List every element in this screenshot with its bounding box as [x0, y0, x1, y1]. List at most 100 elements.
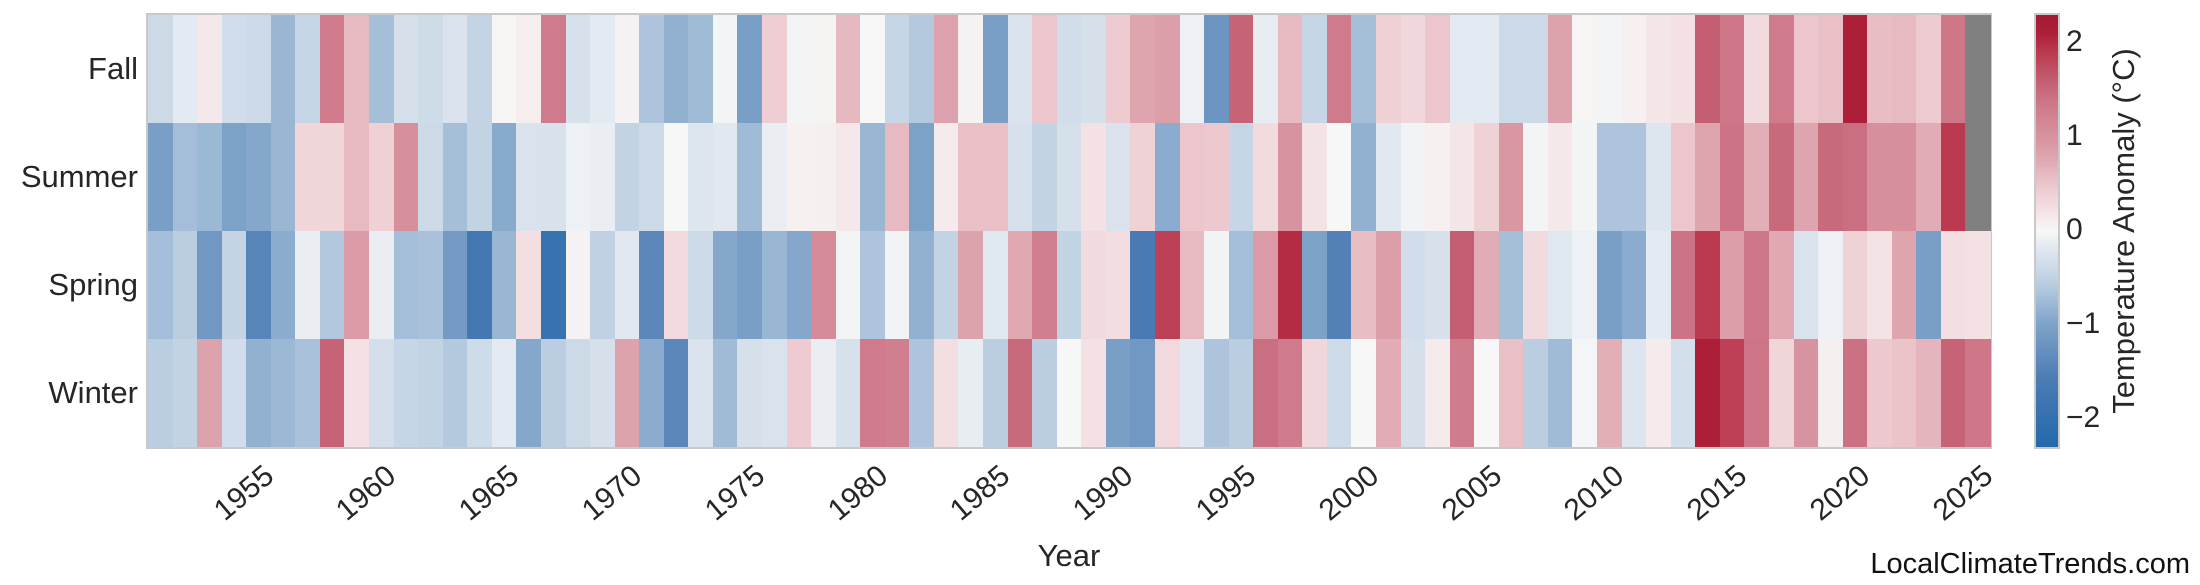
- heatmap-cell: [1498, 123, 1525, 231]
- heatmap-cell: [614, 123, 640, 231]
- heatmap-cell: [1572, 15, 1598, 123]
- heatmap-cell: [1474, 15, 1500, 123]
- heatmap-cell: [565, 339, 591, 447]
- heatmap-cell: [1449, 339, 1475, 447]
- heatmap-cell: [1597, 15, 1623, 123]
- x-tick-label: 1960: [330, 459, 403, 528]
- heatmap-cell: [1597, 123, 1623, 231]
- x-tick-label: 1965: [452, 459, 526, 528]
- x-tick-label: 2000: [1312, 459, 1385, 528]
- heatmap-cell: [344, 339, 370, 447]
- heatmap-cell: [369, 123, 395, 231]
- heatmap-cell: [639, 123, 665, 231]
- heatmap-cell: [467, 339, 493, 447]
- x-tick-label: 1955: [207, 459, 280, 528]
- heatmap-cell: [1916, 339, 1942, 447]
- heatmap-cell: [442, 123, 468, 231]
- heatmap-cell: [418, 15, 444, 123]
- heatmap-cell: [1007, 123, 1033, 231]
- heatmap-cell: [1081, 15, 1107, 123]
- heatmap-cell: [393, 339, 419, 447]
- heatmap-cell: [1621, 123, 1647, 231]
- colorbar-tick-label: −1: [2066, 306, 2101, 340]
- heatmap-cell: [1719, 339, 1746, 447]
- heatmap-cell: [369, 15, 395, 123]
- heatmap-cell: [1204, 15, 1230, 123]
- heatmap-cell: [663, 123, 689, 231]
- heatmap-cell: [1302, 15, 1328, 123]
- x-tick-label: 1990: [1066, 459, 1140, 528]
- heatmap-cell: [1253, 339, 1279, 447]
- heatmap-cell: [221, 231, 247, 339]
- heatmap-cell: [762, 123, 788, 231]
- heatmap-cell: [197, 123, 223, 231]
- heatmap-cell: [540, 339, 567, 447]
- heatmap-cell: [172, 123, 198, 231]
- heatmap-cell: [1376, 15, 1402, 123]
- heatmap-cell: [1719, 231, 1746, 339]
- heatmap-cell: [590, 123, 616, 231]
- heatmap-cell: [1449, 15, 1475, 123]
- heatmap-cell: [712, 15, 739, 123]
- heatmap-cell: [246, 123, 272, 231]
- heatmap-cell: [835, 123, 861, 231]
- heatmap-cell: [1105, 231, 1132, 339]
- heatmap-cell: [172, 15, 198, 123]
- heatmap-cell: [1572, 339, 1598, 447]
- colorbar: [2034, 13, 2060, 449]
- heatmap-cell: [1326, 123, 1353, 231]
- heatmap-cell: [565, 15, 591, 123]
- heatmap-cell: [1277, 123, 1303, 231]
- heatmap-cell: [614, 231, 640, 339]
- heatmap-cell: [1695, 123, 1721, 231]
- heatmap-cell: [344, 231, 370, 339]
- heatmap-cell: [614, 15, 640, 123]
- heatmap-cell: [1277, 15, 1303, 123]
- heatmap-cell: [565, 231, 591, 339]
- heatmap-cell: [1154, 339, 1181, 447]
- heatmap-cell: [1302, 339, 1328, 447]
- heatmap-cell: [1818, 123, 1844, 231]
- heatmap-cell: [1032, 15, 1058, 123]
- heatmap-cell: [1376, 231, 1402, 339]
- heatmap-cell: [1154, 123, 1181, 231]
- heatmap-cell: [1253, 231, 1279, 339]
- heatmap-cell: [1940, 15, 1967, 123]
- heatmap-cell: [909, 123, 935, 231]
- heatmap-cell: [197, 231, 223, 339]
- heatmap-cell: [1425, 123, 1451, 231]
- heatmap-cell: [1498, 339, 1525, 447]
- heatmap-cell: [418, 339, 444, 447]
- heatmap-cell: [933, 231, 960, 339]
- heatmap-cell: [1081, 231, 1107, 339]
- heatmap-cell: [1719, 15, 1746, 123]
- heatmap-cell: [1891, 123, 1917, 231]
- heatmap-cell: [860, 231, 886, 339]
- x-tick-label: 1995: [1189, 459, 1263, 528]
- heatmap-cell: [270, 15, 297, 123]
- row-label-winter: Winter: [48, 375, 138, 410]
- heatmap-cell: [1204, 231, 1230, 339]
- heatmap-cell: [1253, 15, 1279, 123]
- heatmap-cell: [1351, 231, 1377, 339]
- heatmap-cell: [712, 123, 739, 231]
- heatmap-cell: [1179, 339, 1205, 447]
- heatmap-cell: [221, 15, 247, 123]
- heatmap-cell: [1056, 339, 1082, 447]
- heatmap-cell: [1670, 339, 1696, 447]
- heatmap-cell: [1940, 339, 1967, 447]
- heatmap-cell: [1891, 15, 1917, 123]
- heatmap-cell: [1695, 339, 1721, 447]
- heatmap-cell: [737, 15, 763, 123]
- heatmap-cell: [516, 339, 542, 447]
- heatmap-cell: [884, 15, 911, 123]
- heatmap-cell: [1744, 123, 1770, 231]
- heatmap-cell: [1646, 231, 1672, 339]
- heatmap-cell: [639, 231, 665, 339]
- heatmap-cell: [1154, 231, 1181, 339]
- heatmap-cell: [1449, 231, 1475, 339]
- heatmap-cell: [983, 123, 1009, 231]
- heatmap-cell: [958, 15, 984, 123]
- heatmap-cell: [1597, 339, 1623, 447]
